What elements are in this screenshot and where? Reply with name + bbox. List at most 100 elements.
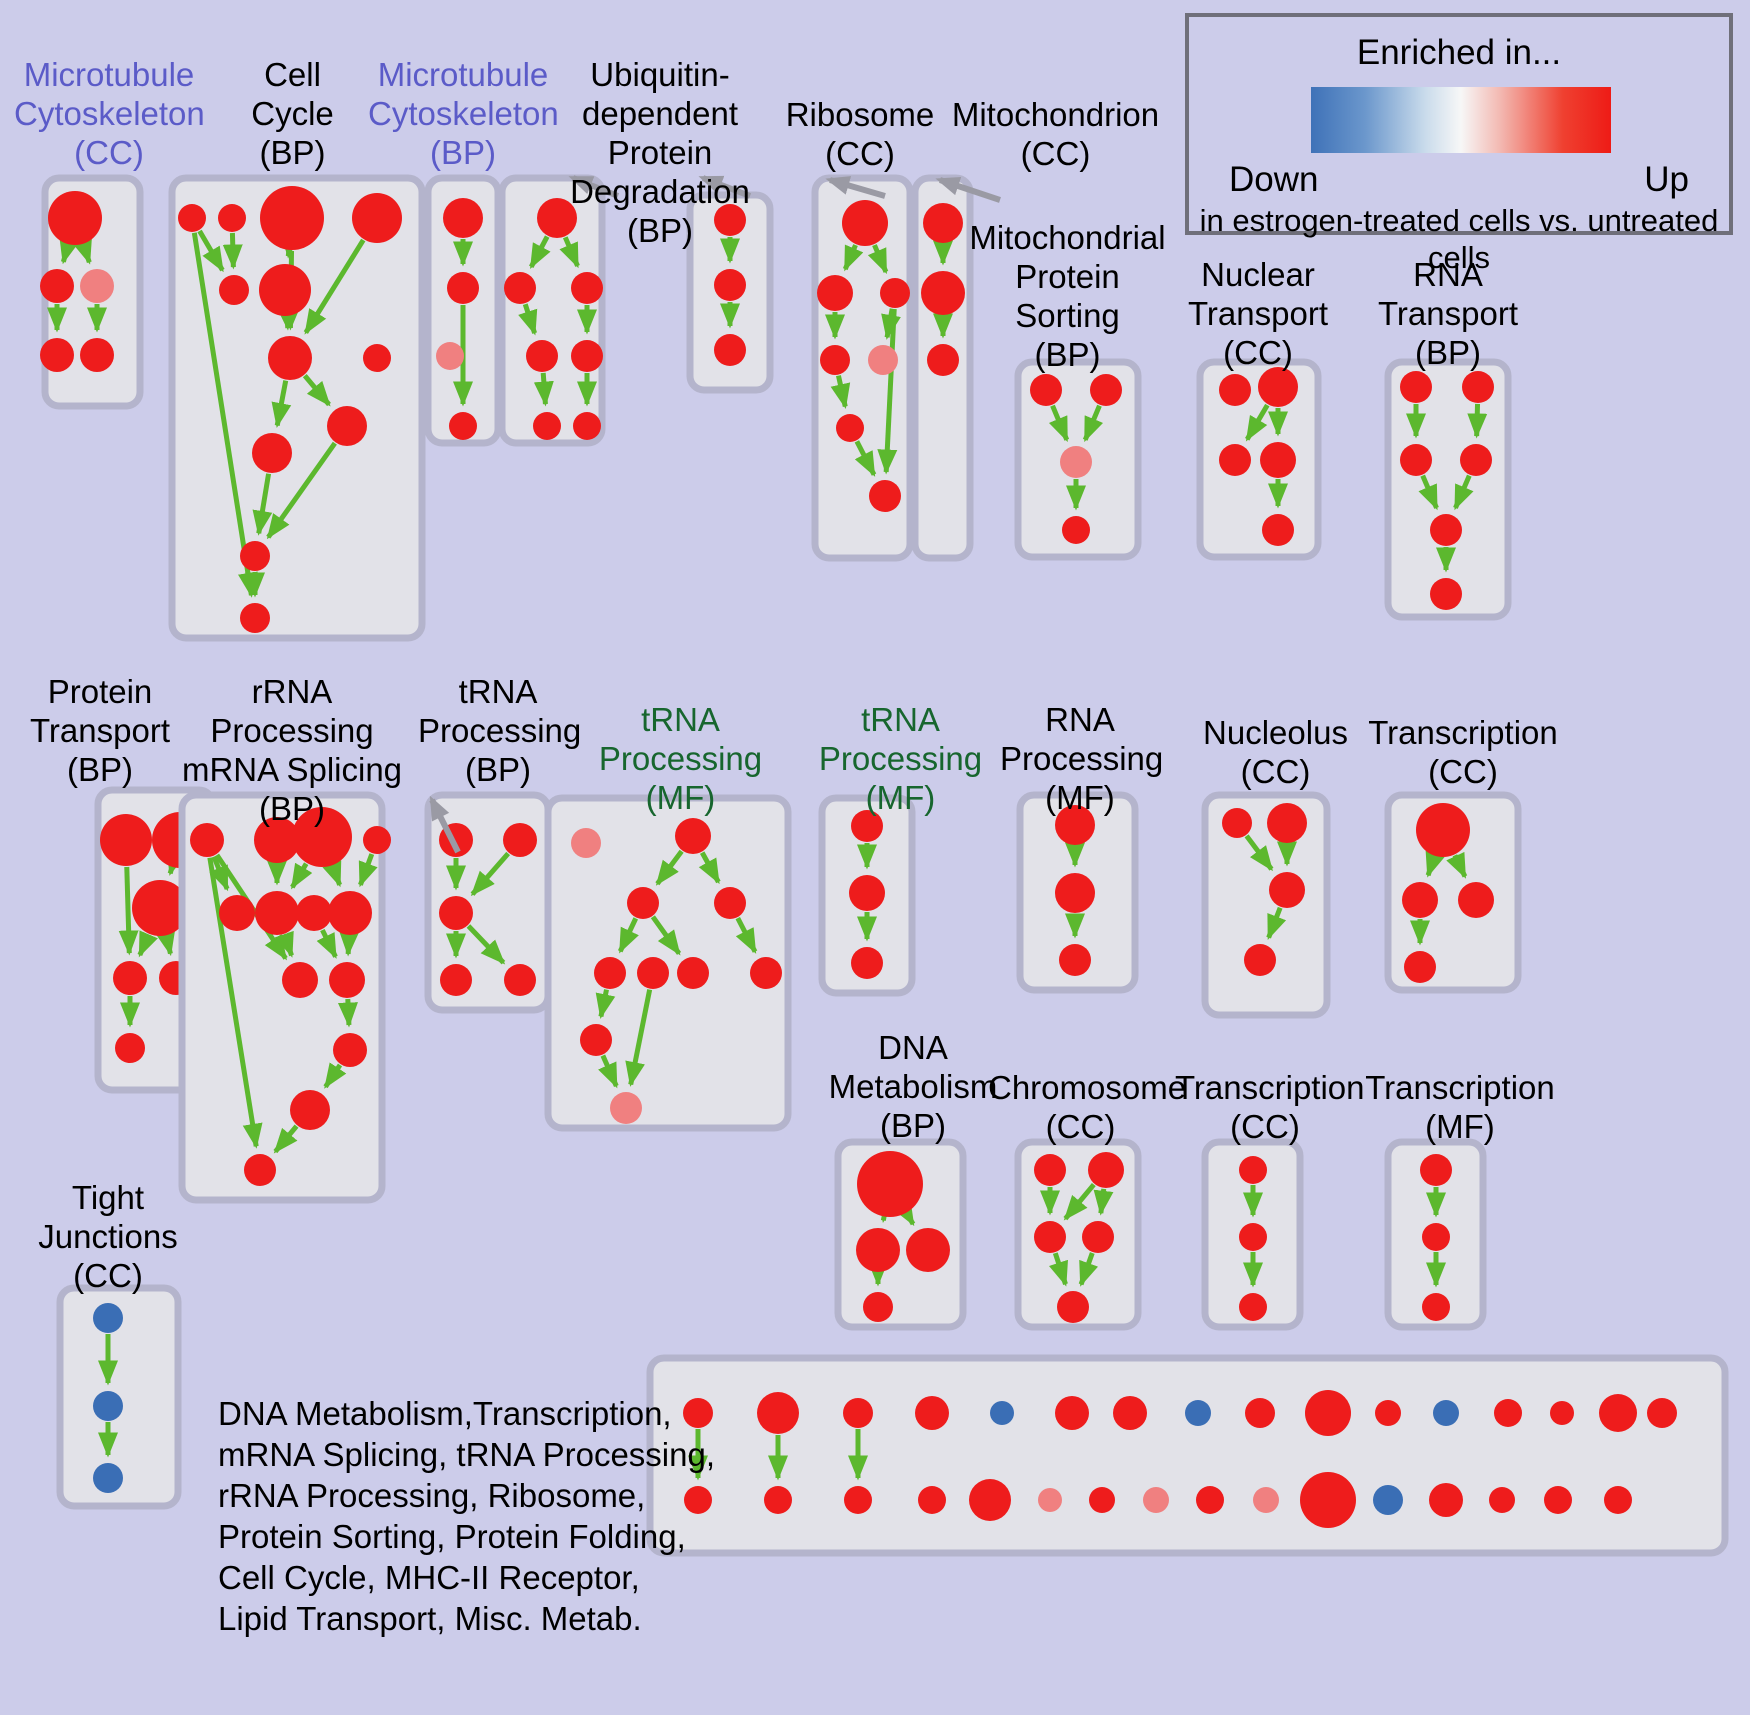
network-node[interactable] bbox=[868, 345, 898, 375]
network-node[interactable] bbox=[1090, 374, 1122, 406]
network-node[interactable] bbox=[296, 895, 332, 931]
network-node[interactable] bbox=[836, 414, 864, 442]
network-node[interactable] bbox=[440, 964, 472, 996]
network-node[interactable] bbox=[610, 1092, 642, 1124]
network-node[interactable] bbox=[714, 334, 746, 366]
network-node[interactable] bbox=[1034, 1154, 1066, 1186]
network-node[interactable] bbox=[927, 344, 959, 376]
network-node[interactable] bbox=[533, 412, 561, 440]
network-node[interactable] bbox=[1055, 1396, 1089, 1430]
network-node[interactable] bbox=[750, 957, 782, 989]
network-node[interactable] bbox=[857, 1151, 923, 1217]
network-node[interactable] bbox=[292, 807, 352, 867]
network-node[interactable] bbox=[1373, 1485, 1403, 1515]
network-node[interactable] bbox=[1269, 872, 1305, 908]
network-node[interactable] bbox=[683, 1398, 713, 1428]
network-node[interactable] bbox=[923, 203, 963, 243]
network-node[interactable] bbox=[714, 269, 746, 301]
network-node[interactable] bbox=[252, 433, 292, 473]
network-node[interactable] bbox=[1429, 1483, 1463, 1517]
network-node[interactable] bbox=[1055, 873, 1095, 913]
network-node[interactable] bbox=[1300, 1472, 1356, 1528]
network-node[interactable] bbox=[504, 272, 536, 304]
network-node[interactable] bbox=[1422, 1223, 1450, 1251]
network-node[interactable] bbox=[328, 891, 372, 935]
network-node[interactable] bbox=[93, 1391, 123, 1421]
network-node[interactable] bbox=[1544, 1486, 1572, 1514]
network-node[interactable] bbox=[178, 204, 206, 232]
network-node[interactable] bbox=[1239, 1156, 1267, 1184]
network-node[interactable] bbox=[363, 344, 391, 372]
network-node[interactable] bbox=[1458, 882, 1494, 918]
network-node[interactable] bbox=[1088, 1152, 1124, 1188]
network-node[interactable] bbox=[571, 828, 601, 858]
network-node[interactable] bbox=[1305, 1390, 1351, 1436]
network-node[interactable] bbox=[571, 340, 603, 372]
network-node[interactable] bbox=[1402, 882, 1438, 918]
network-node[interactable] bbox=[1030, 374, 1062, 406]
network-node[interactable] bbox=[1244, 944, 1276, 976]
network-node[interactable] bbox=[40, 338, 74, 372]
network-node[interactable] bbox=[1219, 444, 1251, 476]
network-node[interactable] bbox=[115, 1033, 145, 1063]
network-node[interactable] bbox=[921, 271, 965, 315]
network-node[interactable] bbox=[757, 1392, 799, 1434]
network-node[interactable] bbox=[48, 191, 102, 245]
network-node[interactable] bbox=[1489, 1487, 1515, 1513]
network-node[interactable] bbox=[290, 1090, 330, 1130]
network-node[interactable] bbox=[849, 875, 885, 911]
network-node[interactable] bbox=[1258, 367, 1298, 407]
network-node[interactable] bbox=[1082, 1221, 1114, 1253]
network-node[interactable] bbox=[1245, 1398, 1275, 1428]
network-node[interactable] bbox=[1267, 803, 1307, 843]
network-node[interactable] bbox=[851, 947, 883, 979]
network-node[interactable] bbox=[1219, 374, 1251, 406]
network-node[interactable] bbox=[843, 1398, 873, 1428]
network-node[interactable] bbox=[333, 1033, 367, 1067]
network-node[interactable] bbox=[80, 338, 114, 372]
network-node[interactable] bbox=[1038, 1488, 1062, 1512]
network-node[interactable] bbox=[1222, 808, 1252, 838]
network-node[interactable] bbox=[447, 272, 479, 304]
network-node[interactable] bbox=[1185, 1400, 1211, 1426]
network-node[interactable] bbox=[100, 814, 152, 866]
network-node[interactable] bbox=[844, 1486, 872, 1514]
network-node[interactable] bbox=[1057, 1291, 1089, 1323]
network-node[interactable] bbox=[329, 962, 365, 998]
network-node[interactable] bbox=[1494, 1399, 1522, 1427]
network-node[interactable] bbox=[1433, 1400, 1459, 1426]
network-node[interactable] bbox=[240, 603, 270, 633]
network-node[interactable] bbox=[880, 278, 910, 308]
network-node[interactable] bbox=[1253, 1487, 1279, 1513]
network-node[interactable] bbox=[1400, 371, 1432, 403]
network-node[interactable] bbox=[915, 1396, 949, 1430]
network-node[interactable] bbox=[1550, 1401, 1574, 1425]
network-node[interactable] bbox=[637, 957, 669, 989]
network-node[interactable] bbox=[244, 1154, 276, 1186]
network-node[interactable] bbox=[1055, 805, 1095, 845]
network-node[interactable] bbox=[856, 1228, 900, 1272]
network-node[interactable] bbox=[218, 204, 246, 232]
network-node[interactable] bbox=[817, 275, 853, 311]
network-node[interactable] bbox=[1430, 578, 1462, 610]
network-node[interactable] bbox=[436, 342, 464, 370]
network-node[interactable] bbox=[254, 817, 300, 863]
network-node[interactable] bbox=[1239, 1293, 1267, 1321]
network-node[interactable] bbox=[503, 823, 537, 857]
network-node[interactable] bbox=[219, 275, 249, 305]
network-node[interactable] bbox=[1089, 1487, 1115, 1513]
network-node[interactable] bbox=[327, 406, 367, 446]
network-node[interactable] bbox=[1059, 944, 1091, 976]
network-node[interactable] bbox=[918, 1486, 946, 1514]
network-node[interactable] bbox=[1460, 444, 1492, 476]
network-node[interactable] bbox=[443, 198, 483, 238]
network-node[interactable] bbox=[219, 895, 255, 931]
network-node[interactable] bbox=[282, 962, 318, 998]
network-node[interactable] bbox=[1404, 951, 1436, 983]
network-node[interactable] bbox=[1422, 1293, 1450, 1321]
network-node[interactable] bbox=[863, 1292, 893, 1322]
network-node[interactable] bbox=[1604, 1486, 1632, 1514]
network-node[interactable] bbox=[93, 1303, 123, 1333]
network-node[interactable] bbox=[255, 891, 299, 935]
network-node[interactable] bbox=[260, 186, 324, 250]
